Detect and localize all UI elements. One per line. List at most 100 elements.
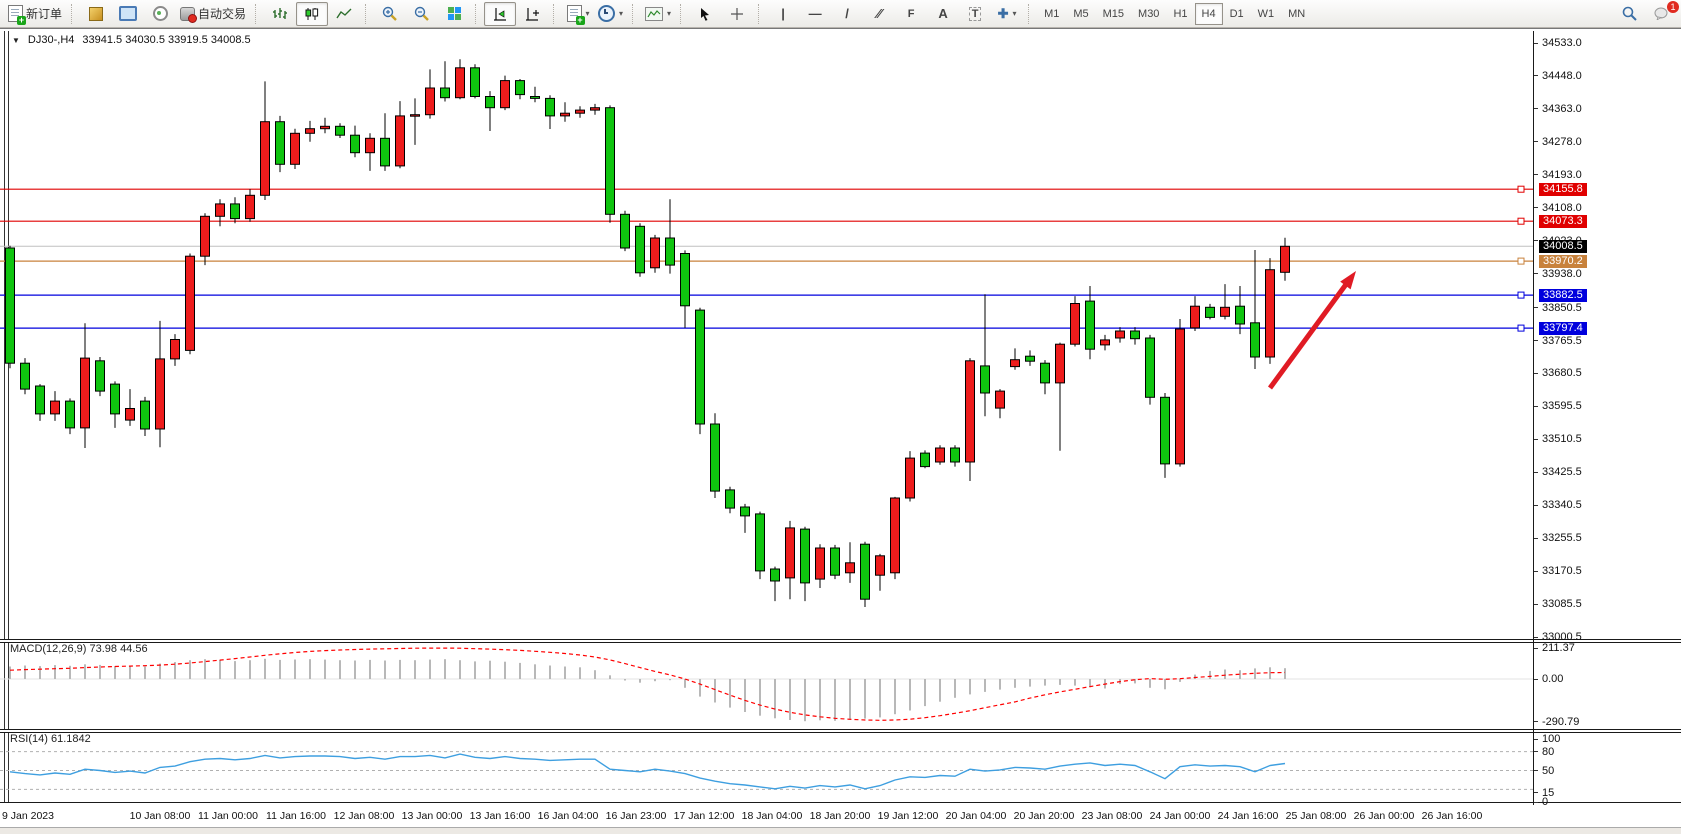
candlestick-chart-icon [305,7,319,20]
new-chart-icon: + [566,5,585,25]
time-tick: 10 Jan 08:00 [129,810,191,822]
auto-trading-button[interactable]: 自动交易 [176,2,250,26]
rsi-tick: 0 [1534,796,1548,808]
text-tool[interactable]: A [927,2,959,26]
signals-button[interactable] [144,2,176,26]
time-tick: 11 Jan 00:00 [198,810,258,822]
indicators-button[interactable]: ▾ [641,2,675,26]
candle-body [785,527,795,579]
price-tick: 34278.0 [1534,136,1582,148]
bar-chart-button[interactable] [264,2,296,26]
timeframe-button-m5[interactable]: M5 [1073,7,1089,20]
candle-body [890,497,900,574]
zoom-in-icon [382,6,397,21]
rsi-panel[interactable] [0,731,1533,803]
candle-body [1040,362,1050,384]
candle-body [485,96,495,109]
time-tick: 20 Jan 20:00 [1013,810,1075,822]
zoom-in-button[interactable] [374,2,406,26]
candle-body [755,513,765,572]
line-handle[interactable] [1517,324,1525,332]
auto-scroll-button[interactable] [484,1,517,26]
price-tick: 33850.5 [1534,302,1582,314]
toolbar-separator [475,3,481,24]
panel-divider[interactable] [0,729,1681,733]
text-icon: A [938,6,948,21]
zoom-out-button[interactable] [406,2,438,26]
price-level-tag: 34073.3 [1539,214,1587,228]
trendline-tool[interactable]: / [831,2,863,26]
macd-panel[interactable] [0,641,1533,729]
price-tick: 34193.0 [1534,169,1582,181]
rsi-label: RSI(14) 61.1842 [10,733,91,745]
line-handle[interactable] [1517,257,1525,265]
rsi-axis[interactable]: 100 80 50 15 0 [1534,731,1681,808]
price-axis[interactable]: 34533.0 34448.0 34363.0 34278.0 34193.0 34108… [1534,31,1681,643]
axis-border [1533,31,1534,823]
price-tick: 33000.5 [1534,631,1582,643]
shapes-tool[interactable]: ✚ ▾ [991,2,1023,26]
market-watch-button[interactable] [80,2,112,26]
time-tick: 17 Jan 12:00 [673,810,735,822]
candle-body [200,215,210,257]
channel-icon: ⁄⁄ [876,6,882,21]
cube-icon [89,6,104,21]
candle-body [80,357,90,429]
candle-body [305,128,315,134]
panel-divider[interactable] [0,639,1681,643]
candle-body [560,112,570,117]
new-chart-button[interactable]: + ▾ [562,2,594,26]
trend-arrow-line[interactable] [1267,281,1350,390]
tile-windows-button[interactable] [438,2,470,26]
cursor-tool-button[interactable] [689,2,721,26]
timeframe-button-w1[interactable]: W1 [1257,7,1275,20]
horizontal-line-tool[interactable]: — [799,2,831,26]
auto-trading-icon [180,6,198,23]
candle-body [1145,337,1155,398]
symbol-period-label: DJ30-,H4 [27,34,75,46]
search-button[interactable] [1613,2,1645,26]
candle-body [365,137,375,154]
search-icon [1622,6,1637,21]
timeframe-button-d1[interactable]: D1 [1229,7,1244,20]
line-handle[interactable] [1517,217,1525,225]
line-handle[interactable] [1517,185,1525,193]
time-axis[interactable]: 9 Jan 2023 10 Jan 08:00 11 Jan 00:00 11 Jan… [0,805,1681,827]
crosshair-tool-button[interactable] [721,2,753,26]
candle-body [950,447,960,463]
timeframe-button-m15[interactable]: M15 [1102,7,1125,20]
time-tick: 23 Jan 08:00 [1081,810,1143,822]
timeframe-button-m1[interactable]: M1 [1044,7,1060,20]
terminal-button[interactable] [112,2,144,26]
fibonacci-tool[interactable]: F [895,2,927,26]
candle-body [290,132,300,165]
vertical-line-tool[interactable]: | [767,2,799,26]
crosshair-icon [731,7,744,20]
price-tick: 33765.5 [1534,335,1582,347]
label-tool[interactable]: T [959,2,991,26]
auto-trading-label: 自动交易 [198,7,247,21]
chart-shift-icon [525,7,539,21]
timeframe-button-m30[interactable]: M30 [1138,7,1160,20]
chart-shift-button[interactable] [516,2,548,26]
candlestick-chart-button[interactable] [296,1,329,26]
chart-title: ▼ DJ30-,H4 33941.5 34030.5 33919.5 34008… [12,34,251,46]
macd-axis[interactable]: 211.37 0.00 -290.79 [1534,641,1681,729]
zoom-out-icon [414,6,429,21]
candle-body [1250,322,1260,358]
channel-tool[interactable]: ⁄⁄ [863,2,895,26]
chart-window[interactable]: ▼ DJ30-,H4 33941.5 34030.5 33919.5 34008… [0,28,1681,834]
timeframe-button-h4[interactable]: H4 [1194,2,1223,25]
toolbar-separator [255,3,261,24]
notifications-button[interactable]: 1 [1645,0,1679,26]
profiles-button[interactable]: ▾ [594,2,627,26]
collapse-triangle-icon[interactable]: ▼ [12,35,20,45]
new-order-button[interactable]: + 新订单 [4,2,66,26]
line-handle[interactable] [1517,291,1525,299]
line-chart-button[interactable] [328,2,360,26]
candle-body [170,339,180,360]
price-chart-panel[interactable] [0,31,1533,639]
timeframe-button-h1[interactable]: H1 [1173,7,1188,20]
timeframe-button-mn[interactable]: MN [1288,7,1306,20]
